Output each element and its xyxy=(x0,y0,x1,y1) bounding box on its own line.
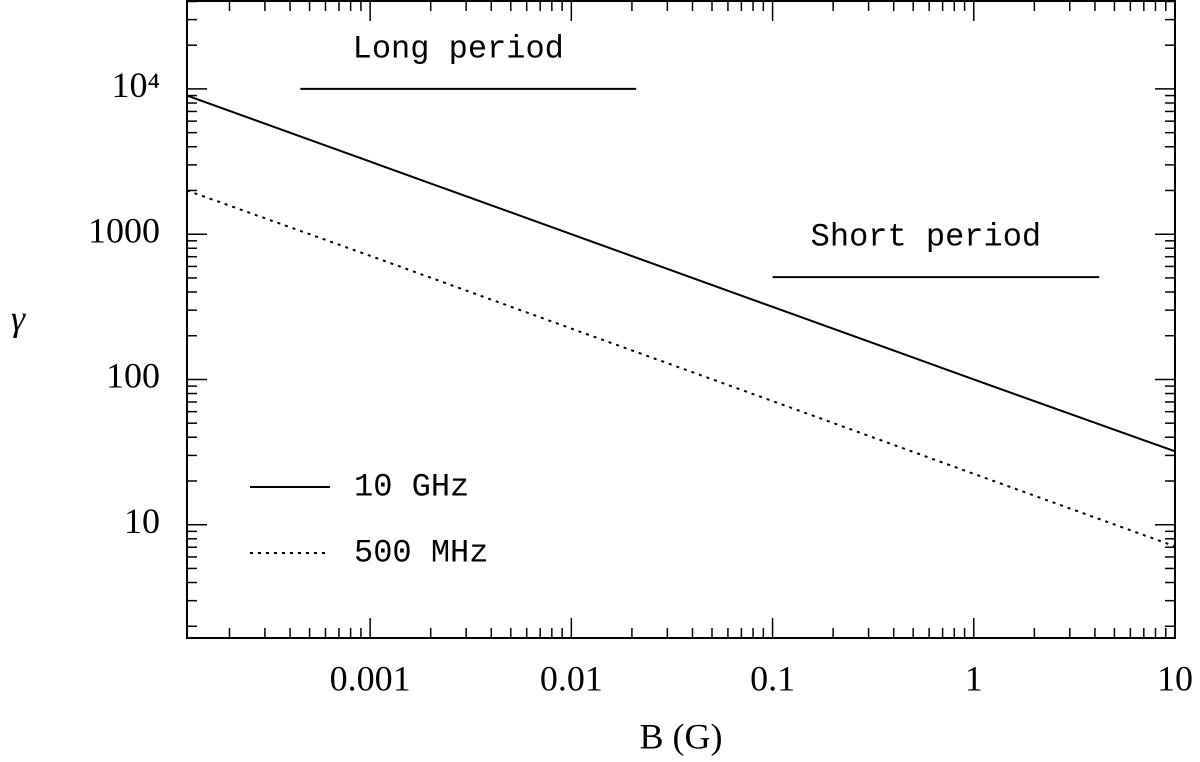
x-tick-label: 10 xyxy=(1157,658,1193,698)
x-tick-label: 0.1 xyxy=(750,658,795,698)
legend-label: 500 MHz xyxy=(354,534,488,571)
y-axis-label: γ xyxy=(11,298,26,338)
y-tick-label: 100 xyxy=(106,356,160,396)
series-line xyxy=(186,94,1176,453)
x-tick-label: 1 xyxy=(965,658,983,698)
annotation-text: Short period xyxy=(811,219,1041,256)
plot-frame xyxy=(186,0,1176,639)
y-tick-label: 10 xyxy=(124,501,160,541)
x-tick-label: 0.01 xyxy=(540,658,603,698)
series-line xyxy=(186,189,1176,548)
y-tick-label: 1000 xyxy=(88,210,160,250)
y-tick-label: 10⁴ xyxy=(111,65,160,105)
x-axis-label: B (G) xyxy=(640,716,723,756)
legend-label: 10 GHz xyxy=(354,468,469,505)
annotation-text: Long period xyxy=(353,30,564,67)
x-tick-label: 0.001 xyxy=(330,658,411,698)
